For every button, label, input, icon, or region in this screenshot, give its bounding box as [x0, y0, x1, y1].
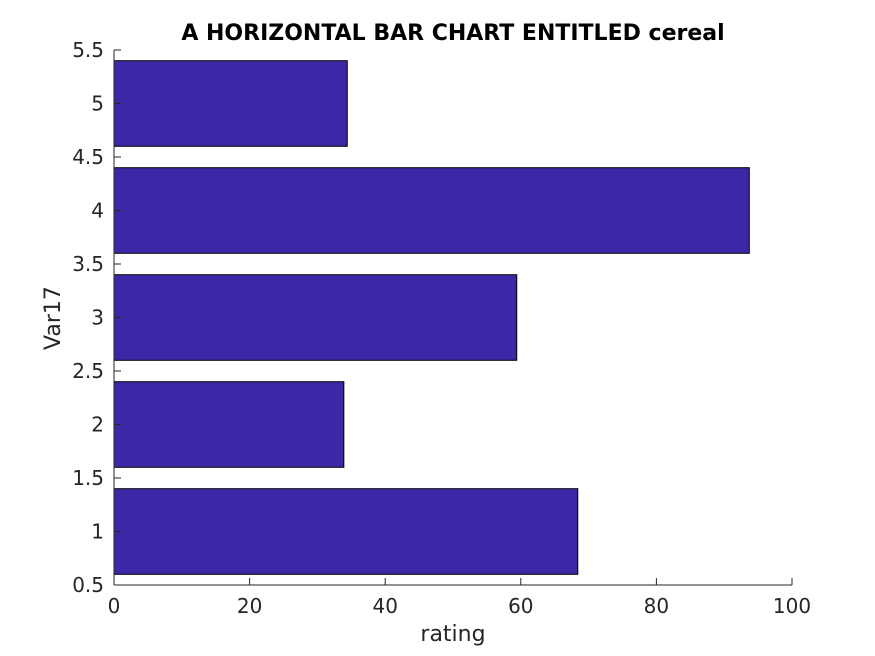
y-axis-label: Var17 [41, 286, 66, 350]
x-tick-label: 100 [773, 594, 811, 618]
x-tick-label: 40 [372, 594, 397, 618]
x-tick-label: 20 [237, 594, 262, 618]
y-tick-label: 1 [91, 520, 104, 544]
y-tick-label: 2.5 [72, 359, 104, 383]
bar-1 [113, 488, 579, 575]
x-axis-label: rating [420, 622, 485, 647]
x-tick-label: 80 [644, 594, 669, 618]
chart-title: A HORIZONTAL BAR CHART ENTITLED cereal [181, 21, 724, 46]
y-tick-label: 0.5 [72, 573, 104, 597]
axes-group: 0 20 40 60 80 100 0.5 1 1.5 2 2.5 3 3.5 4 4.5 5 5.5 [72, 38, 811, 618]
bar-3 [113, 274, 518, 361]
y-tick-label: 3 [91, 306, 104, 330]
y-tick-label: 5.5 [72, 38, 104, 62]
y-tick-label: 3.5 [72, 252, 104, 276]
y-tick-label: 4 [91, 199, 104, 223]
y-tick-label: 5 [91, 92, 104, 116]
bar-4 [113, 167, 750, 254]
bar-2 [113, 381, 345, 468]
bar-5 [113, 60, 348, 147]
y-tick-label: 1.5 [72, 466, 104, 490]
x-tick-label: 0 [108, 594, 121, 618]
bars-group [113, 60, 750, 575]
y-tick-label: 4.5 [72, 145, 104, 169]
x-tick-label: 60 [508, 594, 533, 618]
y-tick-label: 2 [91, 413, 104, 437]
